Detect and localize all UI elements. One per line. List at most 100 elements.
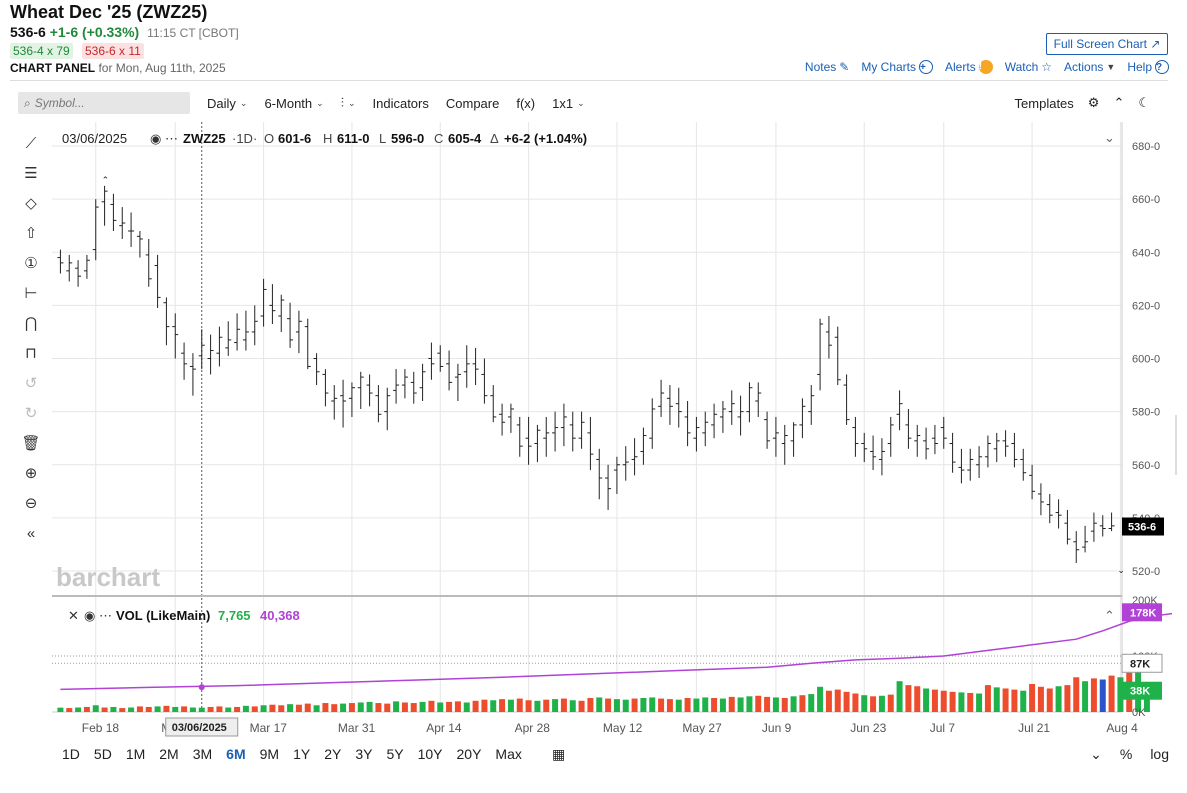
volume-bar [887,694,894,712]
alert-icon: ! [978,60,993,74]
indicators-button[interactable]: Indicators [372,95,429,111]
volume-bar [216,706,223,712]
notes-link[interactable]: Notes ✎ [805,60,849,74]
ohlc-bar [569,411,576,452]
eye-icon[interactable]: ◉ ⋯ [150,131,178,146]
chart-type-dropdown[interactable]: ⫶ ⌄ [341,95,356,111]
volume-bar [817,686,824,712]
zoom-in-icon[interactable]: ⊕ [24,465,38,482]
volume-ma-line [60,612,1172,691]
price-tick-label: 580-0 [1132,407,1160,419]
arrow-tool-icon[interactable]: ⇧ [24,225,38,242]
collapse-up-icon[interactable]: ⌃ [1113,95,1125,110]
trendline-tool-icon[interactable]: ⟋ [25,134,37,152]
volume-bar [1046,688,1053,712]
high-marker: ⌃ [102,175,110,185]
collapse-left-icon[interactable]: « [26,524,36,542]
moon-icon[interactable]: ☾ [1138,95,1150,110]
zoom-out-icon[interactable]: ⊖ [24,495,38,512]
crosshair-date: 03/06/2025 [172,722,227,734]
volume-bar [375,703,382,712]
legend-l-label: L [379,131,386,146]
range-max[interactable]: Max [495,746,522,762]
chevron-down-icon: ⌄ [577,97,585,108]
range-1y[interactable]: 1Y [293,746,311,762]
range-3m[interactable]: 3M [192,746,213,762]
volume-bar [207,706,214,712]
volume-bar [772,697,779,712]
chart-area[interactable]: barchart ⌃ ⌄ 680-0 660-0 640-0 620-0 600-0 580… [52,122,1172,742]
ohlc-bar [649,398,656,449]
range-20y[interactable]: 20Y [456,746,482,762]
layout-dropdown[interactable]: 1x1 ⌄ [552,96,585,111]
templates-button[interactable]: Templates [1014,95,1074,111]
undo-icon[interactable]: ↺ [24,375,38,392]
fx-button[interactable]: f(x) [516,95,536,111]
price-tick-label: 680-0 [1132,141,1160,153]
legend-delta: +6-2 (+1.04%) [504,131,587,146]
ohlc-bar [852,416,859,457]
trash-icon[interactable]: 🗑 [21,435,41,452]
volume-bar [684,698,691,712]
shapes-tool-icon[interactable]: ◇ [25,195,37,212]
volume-bar [719,698,726,712]
volume-bar [843,691,850,712]
actions-menu[interactable]: Actions ▼ [1064,60,1115,74]
volume-collapse-icon[interactable]: ⌃ [1104,608,1115,623]
volume-bar [993,687,1000,712]
ohlc-bar [92,199,99,261]
ohlc-bar [931,424,938,455]
ohlc-bar [764,411,771,449]
lock-icon[interactable]: ⊓ [25,345,37,362]
full-screen-button[interactable]: Full Screen Chart ↗ [1046,33,1168,55]
volume-last-tag-bg [1122,681,1162,700]
range-5d[interactable]: 5D [93,746,112,762]
scroll-indicator[interactable] [1175,415,1177,475]
help-link[interactable]: Help? [1127,60,1169,74]
compare-button[interactable]: Compare [445,95,500,111]
legend-expand-icon[interactable]: ⌄ [1104,130,1115,145]
range-6m[interactable]: 6M [226,746,246,762]
magnet-icon[interactable]: ⋂ [24,315,38,332]
volume-bars [52,655,1150,712]
range-9m[interactable]: 9M [259,746,280,762]
alerts-link[interactable]: Alerts! [945,60,993,74]
fibonacci-tool-icon[interactable]: ☰ [24,165,38,182]
annotation-tool-icon[interactable]: ① [24,255,38,272]
bid-badge: 536-4 x 79 [10,43,73,59]
percent-toggle[interactable]: % [1119,746,1133,762]
range-10y[interactable]: 10Y [417,746,443,762]
close-icon[interactable]: ✕ [68,608,79,623]
eye-icon[interactable]: ◉ ⋯ [84,608,112,623]
ohlc-bar [719,401,726,433]
range-5y[interactable]: 5Y [386,746,404,762]
ohlc-bar [790,422,797,457]
range-3y[interactable]: 3Y [355,746,373,762]
range-1m[interactable]: 1M [125,746,146,762]
panel-date: for Mon, Aug 11th, 2025 [98,61,226,75]
interval-dropdown[interactable]: Daily ⌄ [207,96,247,111]
range-2m[interactable]: 2M [159,746,179,762]
range-2y[interactable]: 2Y [324,746,342,762]
mycharts-link[interactable]: My Charts + [861,60,934,74]
volume-bar [914,686,921,712]
volume-bar [145,706,152,712]
price-tick-label: 560-0 [1132,460,1160,472]
measure-tool-icon[interactable]: ⊢ [24,285,38,302]
period-dropdown[interactable]: 6-Month ⌄ [264,96,323,111]
watch-link[interactable]: Watch ☆ [1005,60,1052,74]
volume-bar [967,692,974,712]
log-toggle[interactable]: log [1150,746,1169,762]
expand-down-icon[interactable]: ⌄ [1090,746,1102,762]
calendar-icon[interactable]: ▦ [552,746,566,762]
ohlc-bar [322,369,329,407]
time-tick-label: Apr 14 [426,721,462,735]
volume-bar [1108,675,1115,712]
time-tick-label: Jul 7 [930,721,956,735]
ohlc-bar [976,446,983,479]
symbol-search-input[interactable]: ⌕ Symbol... [18,92,190,114]
redo-icon[interactable]: ↻ [24,405,38,422]
gear-icon[interactable]: ⚙ [1087,95,1100,110]
range-1d[interactable]: 1D [62,746,80,762]
ohlc-bar [878,438,885,476]
